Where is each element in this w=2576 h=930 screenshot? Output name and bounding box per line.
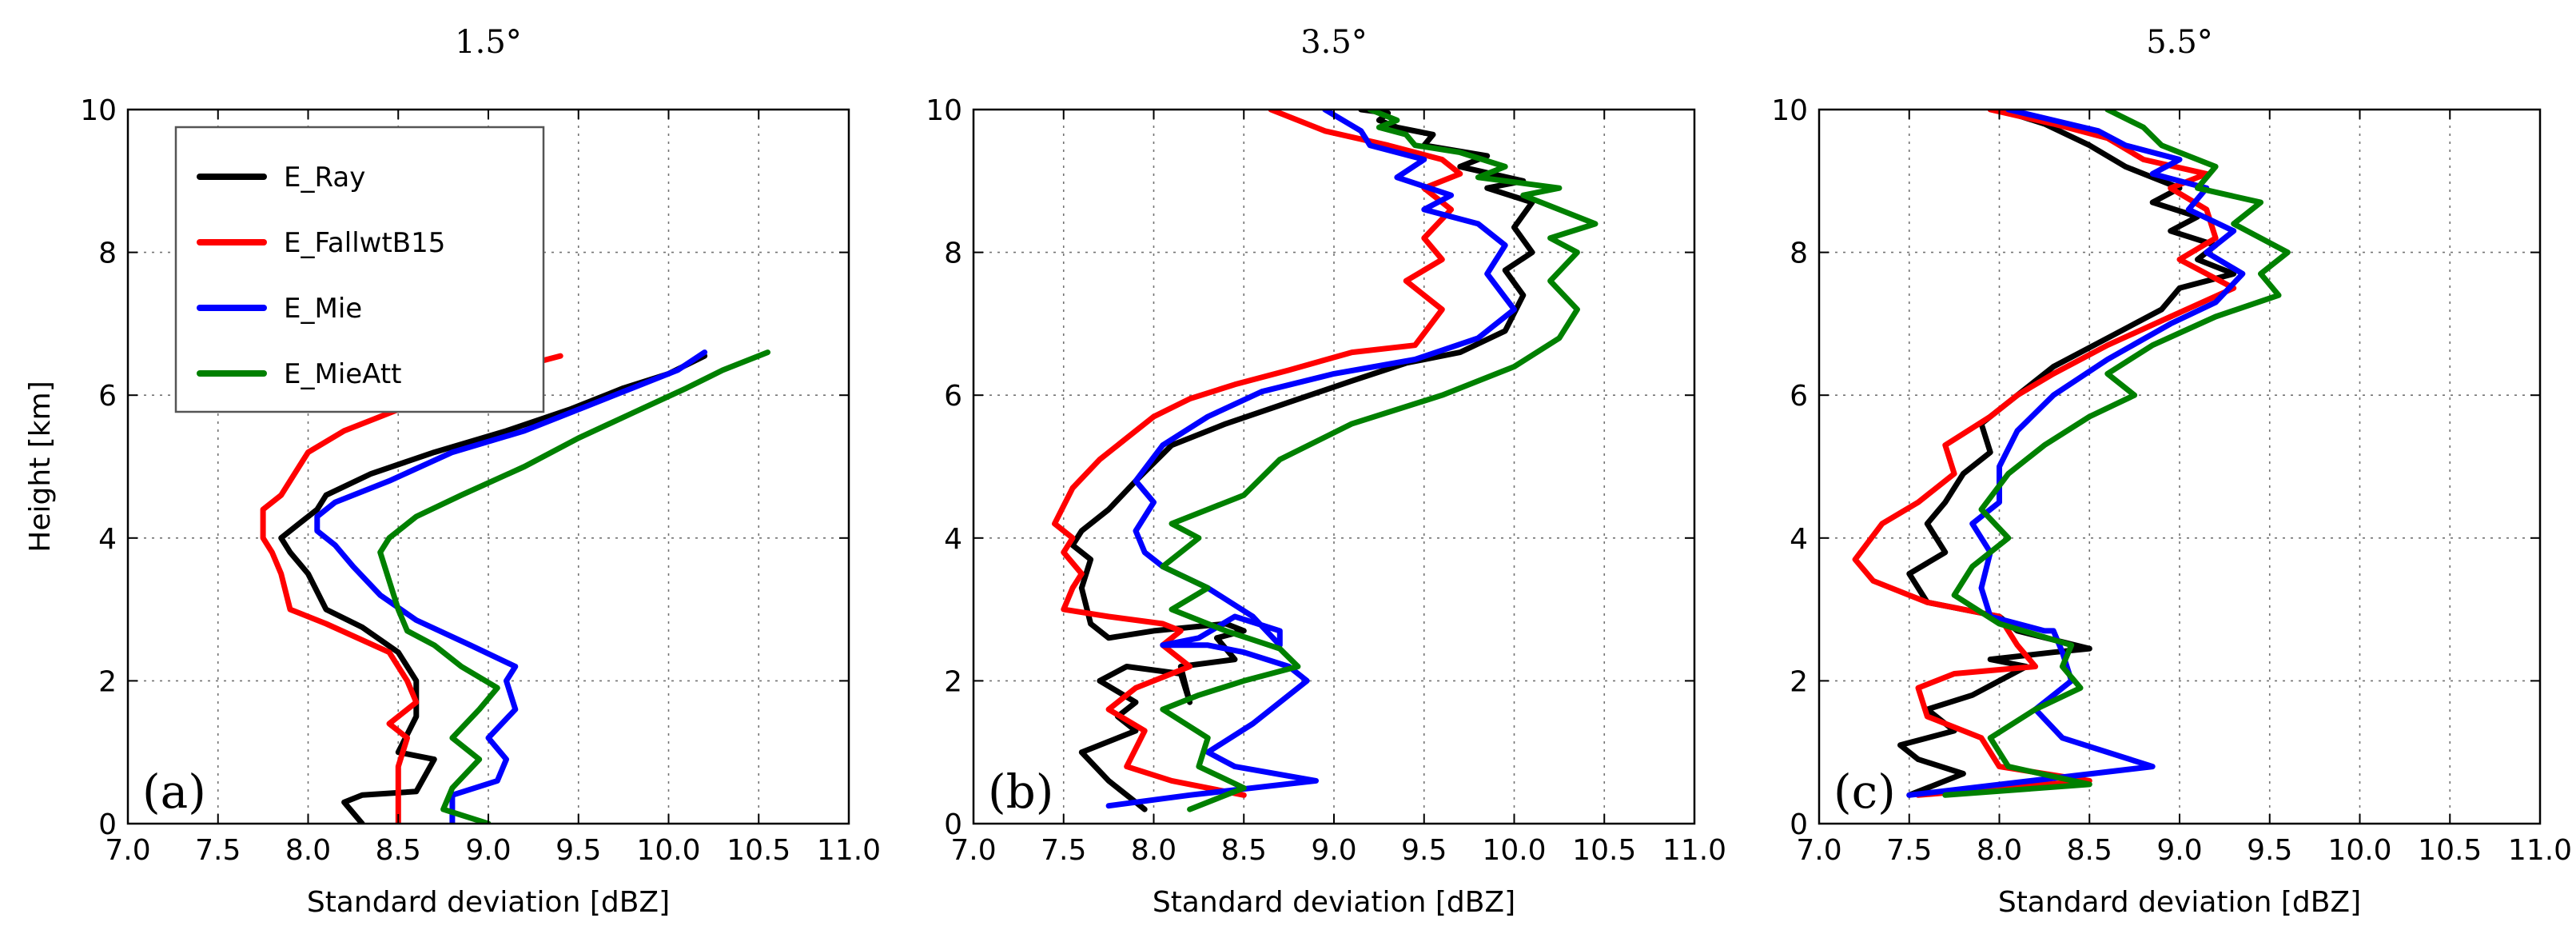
x-tick-label: 8.0 bbox=[1131, 834, 1177, 867]
x-tick-label: 11.0 bbox=[2508, 834, 2572, 867]
y-tick-label: 4 bbox=[944, 523, 962, 556]
series-line-e-fallwtb15 bbox=[1852, 110, 2237, 798]
x-tick-label: 7.0 bbox=[1796, 834, 1841, 867]
series-line-e-mieatt bbox=[1942, 110, 2291, 798]
x-tick-label: 9.0 bbox=[2156, 834, 2202, 867]
y-tick-label: 10 bbox=[1771, 94, 1808, 127]
y-tick-label: 2 bbox=[944, 665, 962, 698]
panel-title: 1.5° bbox=[455, 24, 522, 61]
x-tick-label: 7.5 bbox=[1886, 834, 1932, 867]
panel-1: 7.0 7.5 8.0 8.5 9.0 9.5 10.0 10.5 11.0 0 2 4 6 8 10 1.5… bbox=[24, 24, 881, 919]
x-tick-label: 10.5 bbox=[2418, 834, 2482, 867]
series-line-e-ray bbox=[1897, 110, 2237, 798]
x-tick-label: 10.0 bbox=[2327, 834, 2391, 867]
y-tick-label: 2 bbox=[98, 665, 117, 698]
x-tick-label: 10.5 bbox=[1572, 834, 1636, 867]
series-line-e-ray bbox=[1069, 110, 1535, 812]
series-line-e-mieatt bbox=[1160, 110, 1599, 812]
x-tick-label: 7.0 bbox=[105, 834, 150, 867]
y-tick-label: 8 bbox=[98, 237, 117, 270]
legend-entry-label: E_FallwtB15 bbox=[284, 227, 445, 259]
panel-3: 7.0 7.5 8.0 8.5 9.0 9.5 10.0 10.5 11.0 0 2 4 6 8 10 5.5… bbox=[1771, 24, 2572, 919]
x-tick-label: 8.0 bbox=[1977, 834, 2022, 867]
x-tick-label: 9.5 bbox=[1401, 834, 1447, 867]
panel-label: (a) bbox=[142, 764, 206, 819]
y-tick-label: 6 bbox=[98, 380, 117, 413]
legend-entry-label: E_Ray bbox=[284, 162, 365, 194]
legend: E_Ray E_FallwtB15 E_Mie E_MieAtt bbox=[174, 126, 545, 413]
x-tick-label: 11.0 bbox=[1662, 834, 1726, 867]
series-line-e-fallwtb15 bbox=[1052, 110, 1463, 798]
legend-entry-label: E_Mie bbox=[284, 293, 362, 325]
series-line-e-ray bbox=[278, 353, 708, 824]
x-tick-label: 7.0 bbox=[950, 834, 996, 867]
series-line-e-mie bbox=[314, 349, 708, 824]
series-group bbox=[1852, 110, 2291, 798]
x-tick-label: 8.0 bbox=[285, 834, 331, 867]
panel-title: 3.5° bbox=[1300, 24, 1368, 61]
y-tick-label: 10 bbox=[926, 94, 962, 127]
y-tick-label: 6 bbox=[944, 380, 962, 413]
x-tick-label: 10.0 bbox=[636, 834, 700, 867]
x-axis-label: Standard deviation [dBZ] bbox=[1998, 886, 2361, 919]
y-tick-label: 6 bbox=[1790, 380, 1808, 413]
y-tick-label: 0 bbox=[944, 808, 962, 841]
x-tick-label: 9.5 bbox=[2247, 834, 2292, 867]
x-axis-label: Standard deviation [dBZ] bbox=[1153, 886, 1515, 919]
x-axis-label: Standard deviation [dBZ] bbox=[307, 886, 670, 919]
x-tick-label: 10.0 bbox=[1482, 834, 1546, 867]
x-tick-label: 9.0 bbox=[465, 834, 511, 867]
series-group bbox=[1052, 110, 1599, 812]
x-tick-label: 9.0 bbox=[1311, 834, 1356, 867]
x-tick-label: 11.0 bbox=[817, 834, 881, 867]
y-tick-label: 8 bbox=[944, 237, 962, 270]
x-tick-label: 7.5 bbox=[195, 834, 241, 867]
x-tick-label: 9.5 bbox=[555, 834, 601, 867]
y-tick-label: 4 bbox=[1790, 523, 1808, 556]
y-tick-label: 0 bbox=[98, 808, 117, 841]
y-tick-label: 2 bbox=[1790, 665, 1808, 698]
series-line-e-mie bbox=[1105, 110, 1517, 809]
axes-frame bbox=[972, 108, 1696, 825]
y-axis-label: Height [km] bbox=[24, 381, 57, 552]
y-tick-label: 0 bbox=[1790, 808, 1808, 841]
series-line-e-mieatt bbox=[377, 349, 770, 824]
y-tick-label: 8 bbox=[1790, 237, 1808, 270]
panel-2: 7.0 7.5 8.0 8.5 9.0 9.5 10.0 10.5 11.0 0 2 4 6 8 10 3.5… bbox=[926, 24, 1726, 919]
panel-label: (b) bbox=[988, 764, 1053, 819]
x-tick-label: 7.5 bbox=[1041, 834, 1086, 867]
panel-label: (c) bbox=[1833, 764, 1896, 819]
series-line-e-fallwtb15 bbox=[260, 353, 563, 824]
x-tick-label: 10.5 bbox=[727, 834, 790, 867]
series-group bbox=[260, 349, 770, 824]
x-tick-label: 8.5 bbox=[1221, 834, 1267, 867]
x-tick-label: 8.5 bbox=[2067, 834, 2112, 867]
panel-title: 5.5° bbox=[2146, 24, 2213, 61]
legend-entry-label: E_MieAtt bbox=[284, 358, 402, 390]
x-tick-label: 8.5 bbox=[376, 834, 421, 867]
y-tick-label: 10 bbox=[80, 94, 117, 127]
y-tick-label: 4 bbox=[98, 523, 117, 556]
